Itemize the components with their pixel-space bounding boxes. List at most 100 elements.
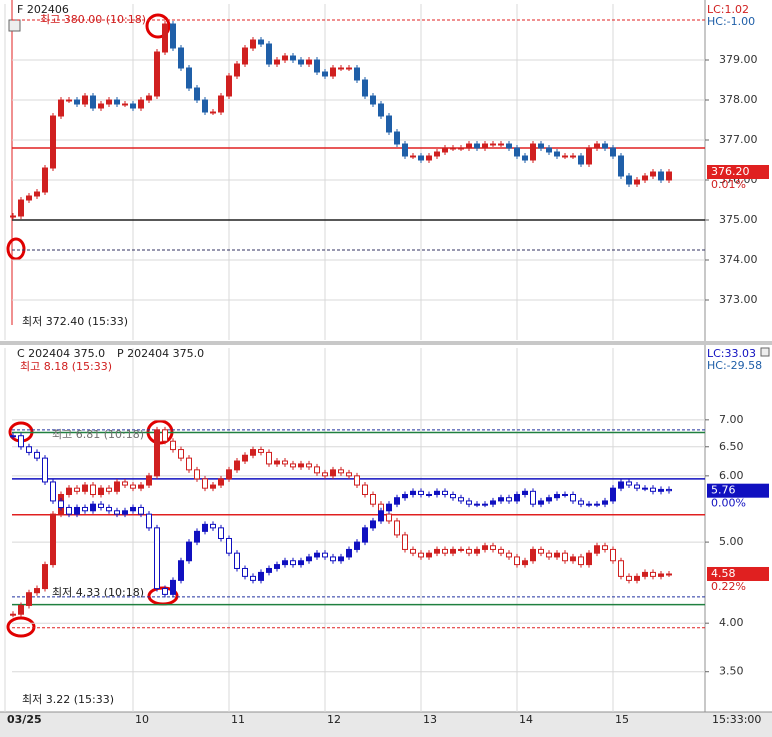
candle bbox=[338, 556, 344, 562]
candle bbox=[10, 613, 16, 616]
y-tick-label: 6.50 bbox=[719, 440, 744, 453]
y-tick-label: 375.00 bbox=[719, 213, 758, 226]
annotation: 최저 372.40 (15:33) bbox=[22, 315, 128, 328]
candle bbox=[482, 545, 488, 550]
candle bbox=[370, 493, 376, 505]
candle bbox=[362, 79, 368, 97]
candle bbox=[386, 115, 392, 133]
candle bbox=[450, 493, 456, 499]
candle bbox=[202, 523, 208, 532]
candle bbox=[634, 179, 640, 185]
candle bbox=[170, 579, 176, 595]
candle bbox=[642, 175, 648, 181]
candle bbox=[402, 143, 408, 157]
candle bbox=[138, 99, 144, 109]
candle bbox=[658, 573, 664, 577]
candle bbox=[194, 87, 200, 101]
x-tick-label: 14 bbox=[519, 713, 533, 726]
settings-icon[interactable] bbox=[8, 19, 21, 32]
last-price-label: 376.20 bbox=[711, 165, 750, 178]
candle bbox=[282, 55, 288, 61]
candle bbox=[474, 548, 480, 554]
candle bbox=[458, 497, 464, 502]
candle bbox=[282, 560, 288, 566]
candle bbox=[274, 59, 280, 65]
candle bbox=[530, 548, 536, 562]
hc-label: HC:-1.00 bbox=[707, 15, 755, 28]
candle bbox=[346, 67, 352, 70]
candle bbox=[514, 493, 520, 502]
candle bbox=[210, 484, 216, 489]
candle bbox=[106, 506, 112, 512]
candle bbox=[378, 103, 384, 117]
y-tick-label: 374.00 bbox=[719, 253, 758, 266]
candle bbox=[90, 503, 96, 512]
candle bbox=[130, 103, 136, 109]
candle bbox=[610, 548, 616, 562]
hc-label: HC:-29.58 bbox=[707, 359, 762, 372]
candle bbox=[50, 513, 56, 566]
candle bbox=[114, 99, 120, 105]
annotation: 최고 6.81 (10:18) bbox=[52, 428, 144, 441]
candle bbox=[322, 552, 328, 558]
candle bbox=[354, 67, 360, 81]
candle bbox=[618, 155, 624, 177]
candle bbox=[82, 95, 88, 105]
candle bbox=[490, 143, 496, 146]
candle bbox=[410, 548, 416, 554]
candle bbox=[498, 143, 504, 146]
candle bbox=[586, 503, 592, 506]
circle bbox=[145, 13, 171, 39]
candle bbox=[162, 429, 168, 442]
candle bbox=[74, 99, 80, 105]
candle bbox=[290, 560, 296, 566]
candle bbox=[554, 552, 560, 558]
panel-close[interactable] bbox=[760, 347, 770, 357]
candle bbox=[394, 497, 400, 505]
panel-splitter[interactable] bbox=[0, 341, 772, 345]
time-axis-area bbox=[0, 712, 772, 737]
candle bbox=[106, 487, 112, 492]
candle bbox=[210, 111, 216, 114]
candle bbox=[18, 435, 24, 448]
candle bbox=[114, 510, 120, 515]
candle bbox=[170, 23, 176, 49]
candle bbox=[242, 567, 248, 577]
candle bbox=[402, 534, 408, 550]
candle bbox=[170, 440, 176, 451]
candle bbox=[274, 460, 280, 465]
candle bbox=[602, 143, 608, 149]
y-tick-label: 378.00 bbox=[719, 93, 758, 106]
candle bbox=[490, 545, 496, 550]
candle bbox=[578, 500, 584, 505]
lc-label: LC:33.03 bbox=[707, 347, 756, 360]
candle bbox=[362, 484, 368, 495]
candle bbox=[634, 484, 640, 489]
candle bbox=[290, 55, 296, 61]
candle bbox=[338, 469, 344, 474]
candle bbox=[146, 475, 152, 486]
candle bbox=[298, 560, 304, 566]
candle bbox=[370, 95, 376, 105]
candle bbox=[186, 457, 192, 471]
candle bbox=[330, 469, 336, 477]
candle bbox=[234, 552, 240, 569]
candle bbox=[466, 548, 472, 554]
candle bbox=[626, 481, 632, 486]
candle bbox=[666, 171, 672, 181]
candle bbox=[506, 497, 512, 502]
candle bbox=[418, 155, 424, 161]
lc-label: LC:1.02 bbox=[707, 3, 749, 16]
x-tick-label: 12 bbox=[327, 713, 341, 726]
candle bbox=[434, 548, 440, 554]
candle bbox=[602, 545, 608, 550]
candle bbox=[138, 484, 144, 489]
candle bbox=[10, 435, 16, 438]
candle bbox=[26, 592, 32, 606]
candle bbox=[410, 490, 416, 495]
circle bbox=[6, 237, 26, 261]
candle bbox=[394, 520, 400, 536]
candle bbox=[338, 67, 344, 70]
